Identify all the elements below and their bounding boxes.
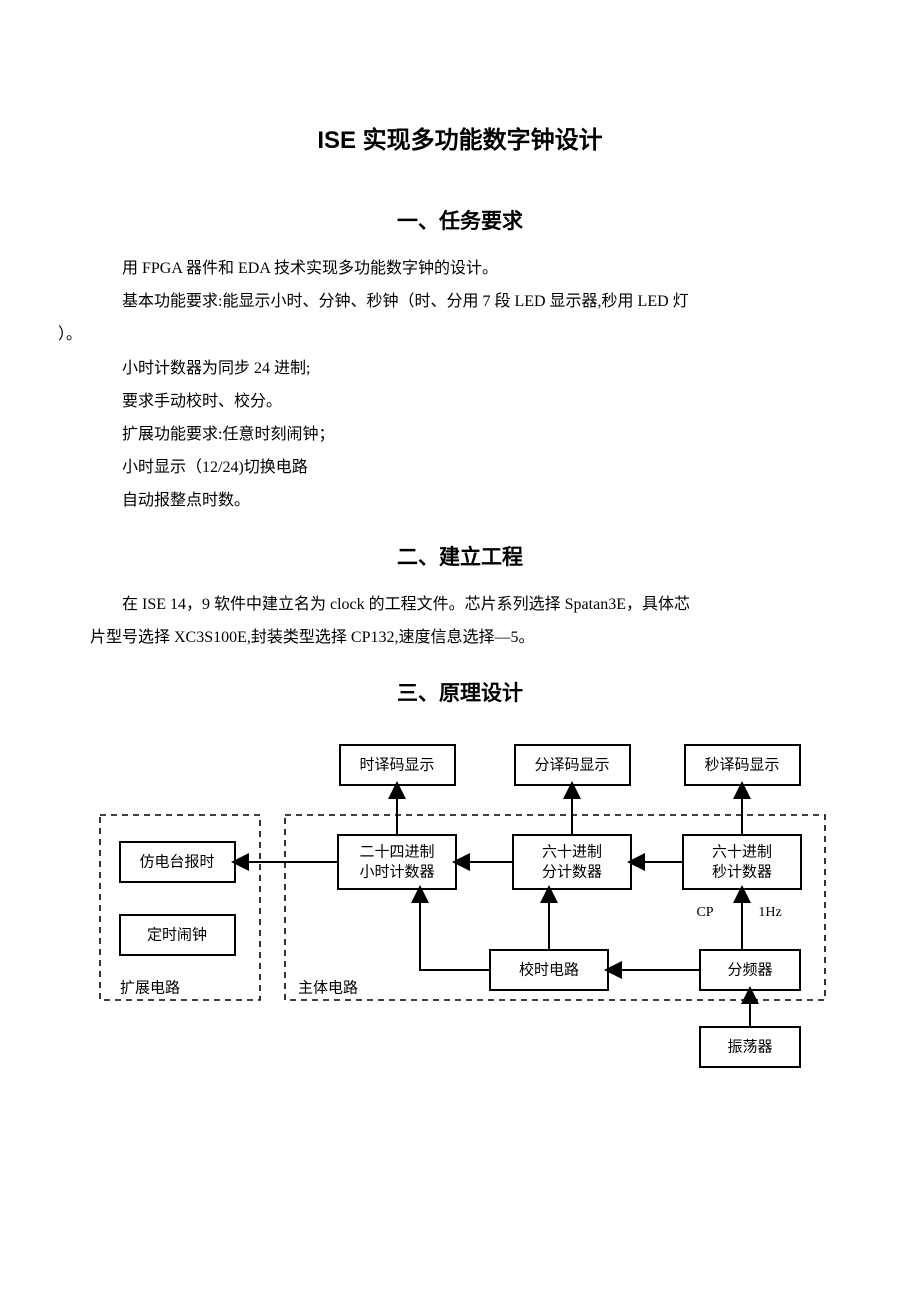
node-label: 校时电路 xyxy=(519,961,579,978)
node-label: 振荡器 xyxy=(727,1038,772,1055)
node-label: 分频器 xyxy=(727,961,772,978)
section1-heading: 一、任务要求 xyxy=(90,205,830,235)
signal-label: 1Hz xyxy=(758,905,781,920)
paragraph: 在 ISE 14，9 软件中建立名为 clock 的工程文件。芯片系列选择 Sp… xyxy=(90,589,830,620)
paragraph: 片型号选择 XC3S100E,封装类型选择 CP132,速度信息选择—5。 xyxy=(90,622,830,653)
region-label: 扩展电路 xyxy=(120,979,180,996)
block-diagram: 时译码显示 分译码显示 秒译码显示 二十四进制 小时计数器 六十进制 分计数器 … xyxy=(90,725,830,1080)
paragraph: ）。 xyxy=(90,319,830,350)
node-sec-cnt xyxy=(683,835,801,889)
node-label: 仿电台报时 xyxy=(139,853,214,870)
node-label: 分译码显示 xyxy=(534,756,609,773)
node-min-cnt xyxy=(513,835,631,889)
section3-heading: 三、原理设计 xyxy=(90,677,830,707)
paragraph: 用 FPGA 器件和 EDA 技术实现多功能数字钟的设计。 xyxy=(90,253,830,284)
node-label: 六十进制 xyxy=(712,843,772,860)
node-hour-cnt xyxy=(338,835,456,889)
signal-label: CP xyxy=(696,905,713,920)
paragraph: 要求手动校时、校分。 xyxy=(90,386,830,417)
node-label: 时译码显示 xyxy=(359,756,434,773)
node-label: 二十四进制 xyxy=(359,843,434,860)
paragraph: 基本功能要求:能显示小时、分钟、秒钟（时、分用 7 段 LED 显示器,秒用 L… xyxy=(90,286,830,317)
section2-heading: 二、建立工程 xyxy=(90,541,830,571)
node-label: 小时计数器 xyxy=(359,863,434,880)
page-title: ISE 实现多功能数字钟设计 xyxy=(90,120,830,155)
paragraph: 小时计数器为同步 24 进制; xyxy=(90,353,830,384)
paragraph: 自动报整点时数。 xyxy=(90,485,830,516)
node-label: 分计数器 xyxy=(542,863,602,880)
node-label: 定时闹钟 xyxy=(147,926,207,943)
edge xyxy=(420,889,490,970)
node-label: 秒译码显示 xyxy=(704,756,779,773)
node-label: 六十进制 xyxy=(542,843,602,860)
region-label: 主体电路 xyxy=(298,979,358,996)
paragraph: 扩展功能要求:任意时刻闹钟； xyxy=(90,419,830,450)
node-label: 秒计数器 xyxy=(712,863,772,880)
paragraph: 小时显示（12/24)切换电路 xyxy=(90,452,830,483)
